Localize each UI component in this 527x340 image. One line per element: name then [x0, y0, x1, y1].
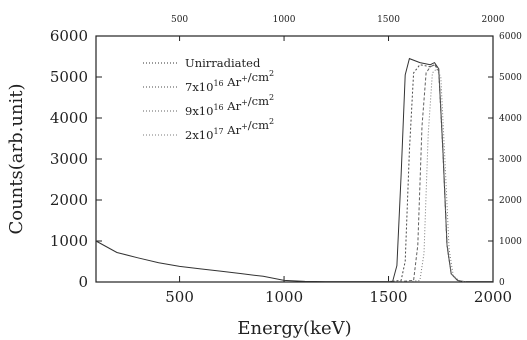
y-tick-label: 4000	[50, 109, 88, 127]
y-tick-label: 5000	[50, 68, 88, 86]
top-tick-label: 2000	[482, 15, 505, 25]
y-axis-title: Counts(arb.unit)	[6, 83, 27, 234]
legend-label-4: 2x1017 Ar+/cm2	[185, 117, 274, 142]
x-tick-label: 2000	[474, 288, 512, 306]
x-tick-label: 1000	[265, 288, 303, 306]
top-tick-label: 1000	[273, 15, 296, 25]
y-tick-label: 1000	[50, 232, 88, 250]
x-axis-title: Energy(keV)	[237, 318, 351, 339]
x-tick-label: 1500	[369, 288, 407, 306]
top-tick-label: 1500	[377, 15, 400, 25]
y-tick-label: 0	[78, 273, 88, 291]
series-group	[95, 57, 493, 283]
plot-frame	[95, 35, 494, 283]
right-tick-label: 5000	[499, 73, 522, 83]
right-tick-label: 3000	[499, 155, 522, 165]
x-tick-label: 500	[165, 288, 194, 306]
right-tick-label: 2000	[499, 196, 522, 206]
right-tick-label: 0	[499, 278, 505, 288]
series-line-3	[398, 64, 464, 283]
right-tick-label: 1000	[499, 237, 522, 247]
right-tick-label: 6000	[499, 32, 522, 42]
y-tick-label: 6000	[50, 27, 88, 45]
right-tick-label: 4000	[499, 114, 522, 124]
y-tick-label: 3000	[50, 150, 88, 168]
series-line-2	[388, 64, 464, 283]
series-line-1	[95, 57, 493, 283]
series-line-4	[409, 67, 466, 283]
legend-label-3: 9x1016 Ar+/cm2	[185, 93, 274, 118]
legend-label-1: Unirradiated	[185, 56, 261, 70]
top-tick-label: 500	[171, 15, 188, 25]
axes	[95, 35, 494, 283]
y-tick-label: 2000	[50, 191, 88, 209]
legend-label-2: 7x1016 Ar+/cm2	[185, 69, 274, 94]
